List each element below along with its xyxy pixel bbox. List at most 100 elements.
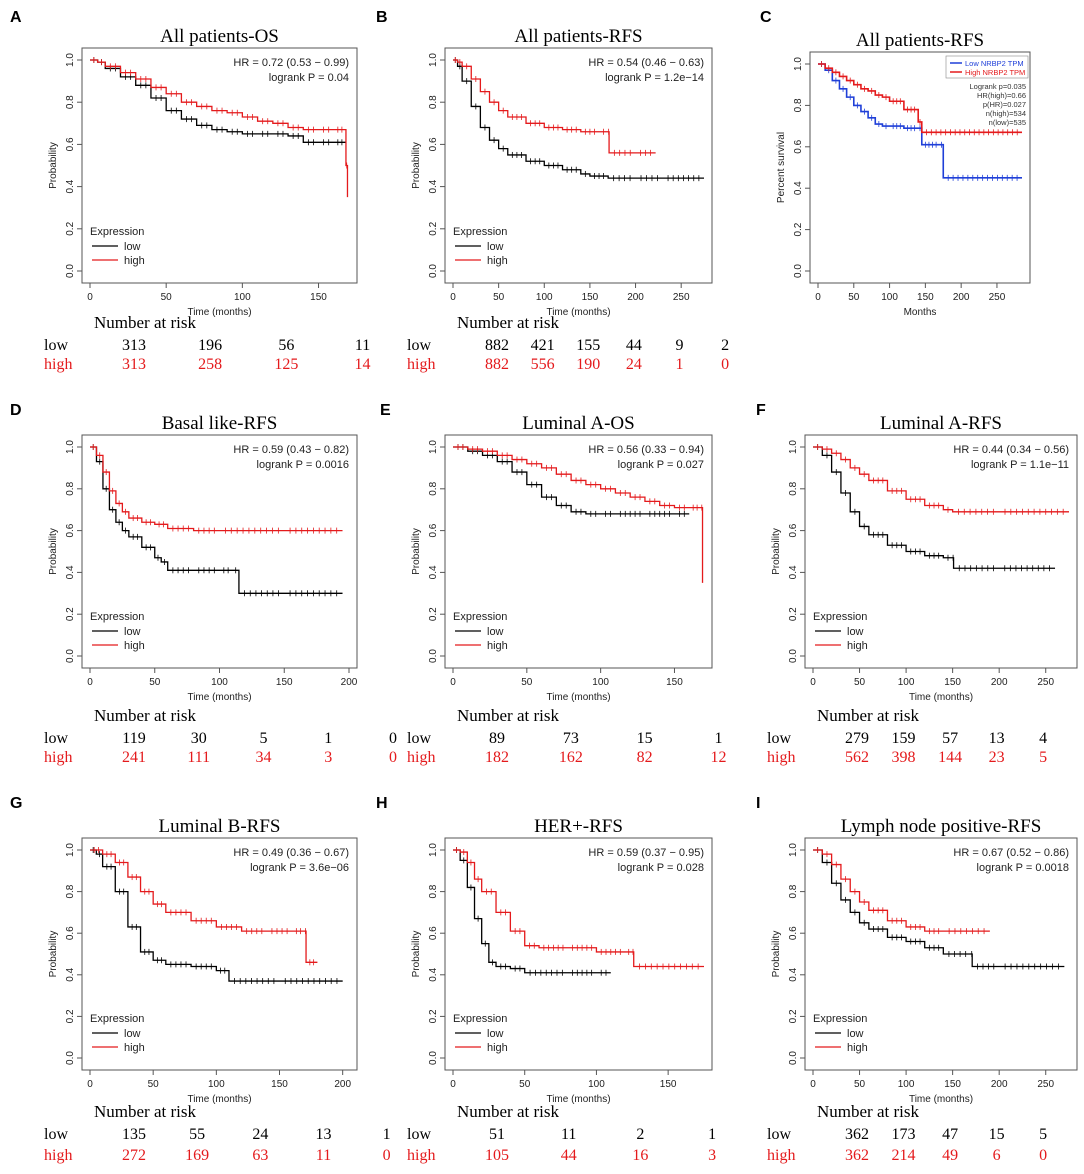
x-axis-label: Time (months) — [546, 1094, 610, 1105]
risk-value: 159 — [892, 730, 916, 747]
chart-title: All patients-OS — [160, 26, 279, 47]
legend-title: Expression — [813, 611, 867, 623]
x-tick-label: 0 — [87, 677, 93, 688]
risk-value: 23 — [989, 749, 1005, 766]
x-tick-label: 100 — [588, 1079, 605, 1090]
risk-heading: Number at risk — [817, 706, 919, 725]
chart-title: HER+-RFS — [534, 816, 623, 837]
risk-value: 89 — [489, 730, 505, 747]
legend-label: High NRBP2 TPM — [965, 68, 1025, 77]
legend-title: Expression — [453, 611, 507, 623]
stat-text: HR = 0.67 (0.52 − 0.86) — [953, 847, 1069, 859]
stat-text: HR = 0.49 (0.36 − 0.67) — [233, 847, 349, 859]
x-axis-label: Time (months) — [187, 692, 251, 703]
risk-value: 5 — [260, 730, 268, 747]
x-tick-label: 50 — [519, 1079, 531, 1090]
x-tick-label: 100 — [234, 292, 251, 303]
risk-value: 5 — [1039, 1126, 1047, 1143]
panel-label: I — [756, 795, 760, 812]
y-tick-label: 0.4 — [428, 179, 439, 193]
y-tick-label: 1.0 — [428, 440, 439, 454]
plot-frame — [81, 837, 358, 1071]
risk-value: 11 — [355, 337, 370, 354]
y-axis-label: Probability — [771, 528, 782, 575]
risk-value: 15 — [989, 1126, 1005, 1143]
y-tick-label: 0.6 — [793, 139, 804, 153]
x-axis-label: Time (months) — [187, 307, 251, 318]
x-tick-label: 50 — [161, 292, 173, 303]
y-axis-label: Probability — [771, 931, 782, 978]
risk-value: 4 — [1039, 730, 1047, 747]
risk-value: 2 — [721, 337, 729, 354]
risk-heading: Number at risk — [457, 706, 559, 725]
y-tick-label: 1.0 — [65, 843, 76, 857]
stat-text: logrank P = 3.6e−06 — [250, 862, 349, 874]
risk-value: 5 — [1039, 749, 1047, 766]
curve-high — [813, 446, 1069, 513]
risk-row-label: low — [407, 1126, 431, 1143]
x-tick-label: 200 — [953, 292, 970, 303]
legend-label: high — [124, 1042, 145, 1054]
x-axis-label: Time (months) — [909, 1094, 973, 1105]
risk-row-label: high — [767, 1147, 795, 1164]
risk-heading: Number at risk — [94, 1102, 196, 1121]
y-tick-label: 1.0 — [788, 440, 799, 454]
curve-low — [453, 446, 690, 515]
plot-frame — [81, 47, 358, 284]
risk-value: 56 — [278, 337, 294, 354]
x-tick-label: 250 — [1037, 1079, 1054, 1090]
curve-high — [453, 59, 656, 154]
risk-row-label: low — [767, 730, 791, 747]
x-tick-label: 250 — [1037, 677, 1054, 688]
plot-frame — [444, 47, 713, 284]
x-tick-label: 100 — [211, 677, 228, 688]
legend-label: high — [487, 640, 508, 652]
y-tick-label: 0.6 — [428, 137, 439, 151]
panel-e: E Luminal A-OS 0.0 0.2 0.4 0.6 0.8 1.0 Probabili… — [380, 402, 726, 766]
curve-low-nrbp2-tpm — [818, 63, 1022, 179]
chart-title: All patients-RFS — [856, 30, 984, 51]
risk-value: 15 — [637, 730, 653, 747]
stat-text: Logrank p=0.035 — [969, 82, 1026, 91]
y-tick-label: 0.2 — [65, 1009, 76, 1023]
risk-value: 30 — [191, 730, 207, 747]
y-tick-label: 0.4 — [65, 967, 76, 981]
stat-text: logrank P = 0.027 — [618, 459, 704, 471]
risk-value: 0 — [389, 730, 397, 747]
risk-value: 135 — [122, 1126, 146, 1143]
stat-text: logrank P = 0.028 — [618, 862, 704, 874]
stat-text: logrank P = 1.1e−11 — [971, 459, 1069, 471]
legend-label: low — [487, 626, 504, 638]
risk-value: 144 — [938, 749, 962, 766]
risk-value: 3 — [324, 749, 332, 766]
panel-label: C — [760, 9, 772, 26]
risk-value: 55 — [189, 1126, 205, 1143]
x-tick-label: 250 — [989, 292, 1006, 303]
risk-row-label: high — [407, 356, 435, 373]
x-tick-label: 100 — [898, 1079, 915, 1090]
y-tick-label: 0.8 — [793, 98, 804, 112]
risk-value: 2 — [636, 1126, 644, 1143]
risk-value: 313 — [122, 337, 146, 354]
legend-label: Low NRBP2 TPM — [965, 59, 1024, 68]
y-tick-label: 0.6 — [65, 523, 76, 537]
risk-value: 16 — [632, 1147, 648, 1164]
x-tick-label: 200 — [334, 1079, 351, 1090]
risk-value: 24 — [252, 1126, 268, 1143]
y-tick-label: 0.2 — [65, 607, 76, 621]
legend-label: low — [124, 1028, 141, 1040]
risk-row-label: low — [44, 1126, 68, 1143]
x-axis-label: Time (months) — [909, 692, 973, 703]
y-axis-label: Probability — [411, 931, 422, 978]
y-tick-label: 0.8 — [788, 884, 799, 898]
stat-text: n(low)=535 — [989, 118, 1026, 127]
risk-value: 9 — [676, 337, 684, 354]
risk-value: 241 — [122, 749, 146, 766]
stat-text: logrank P = 0.0016 — [257, 459, 349, 471]
risk-value: 125 — [274, 356, 298, 373]
y-tick-label: 0.0 — [428, 649, 439, 663]
x-tick-label: 50 — [149, 677, 161, 688]
y-tick-label: 0.4 — [788, 565, 799, 579]
x-tick-label: 150 — [666, 677, 683, 688]
chart-title: Luminal A-RFS — [880, 413, 1002, 434]
